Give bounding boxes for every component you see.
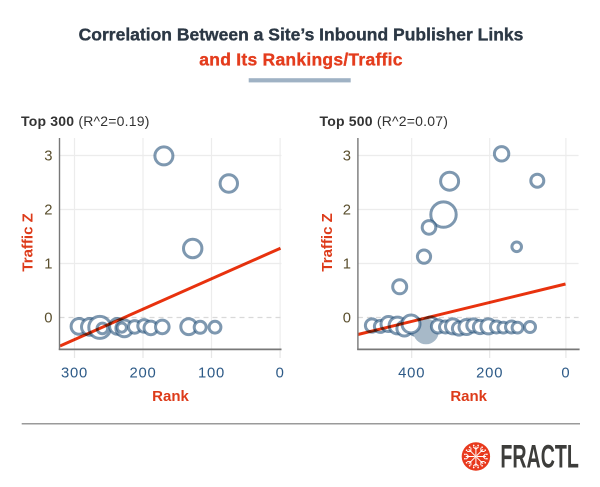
svg-text:400: 400: [398, 366, 425, 382]
svg-text:200: 200: [476, 366, 503, 382]
svg-text:Traffic Z: Traffic Z: [19, 213, 36, 271]
svg-text:1: 1: [44, 257, 52, 273]
svg-text:1: 1: [343, 257, 351, 273]
svg-text:0: 0: [561, 366, 570, 382]
svg-text:and Its Rankings/Traffic: and Its Rankings/Traffic: [199, 50, 402, 70]
svg-text:FRACTL: FRACTL: [500, 439, 579, 475]
svg-text:2: 2: [343, 203, 351, 219]
svg-text:Traffic Z: Traffic Z: [319, 213, 336, 271]
svg-text:200: 200: [129, 366, 156, 382]
svg-text:3: 3: [44, 149, 52, 165]
svg-text:Rank: Rank: [152, 388, 189, 405]
svg-text:2: 2: [44, 203, 52, 219]
svg-text:0: 0: [276, 366, 285, 382]
svg-text:Top 300 (R^2=0.19): Top 300 (R^2=0.19): [21, 113, 150, 129]
svg-text:300: 300: [61, 366, 88, 382]
svg-text:0: 0: [44, 311, 52, 327]
svg-text:3: 3: [343, 149, 351, 165]
svg-text:Correlation Between a Site’s I: Correlation Between a Site’s Inbound Pub…: [79, 24, 524, 44]
svg-text:100: 100: [198, 366, 225, 382]
svg-text:0: 0: [343, 311, 351, 327]
svg-text:Rank: Rank: [450, 388, 487, 405]
svg-text:Top 500 (R^2=0.07): Top 500 (R^2=0.07): [320, 113, 449, 129]
